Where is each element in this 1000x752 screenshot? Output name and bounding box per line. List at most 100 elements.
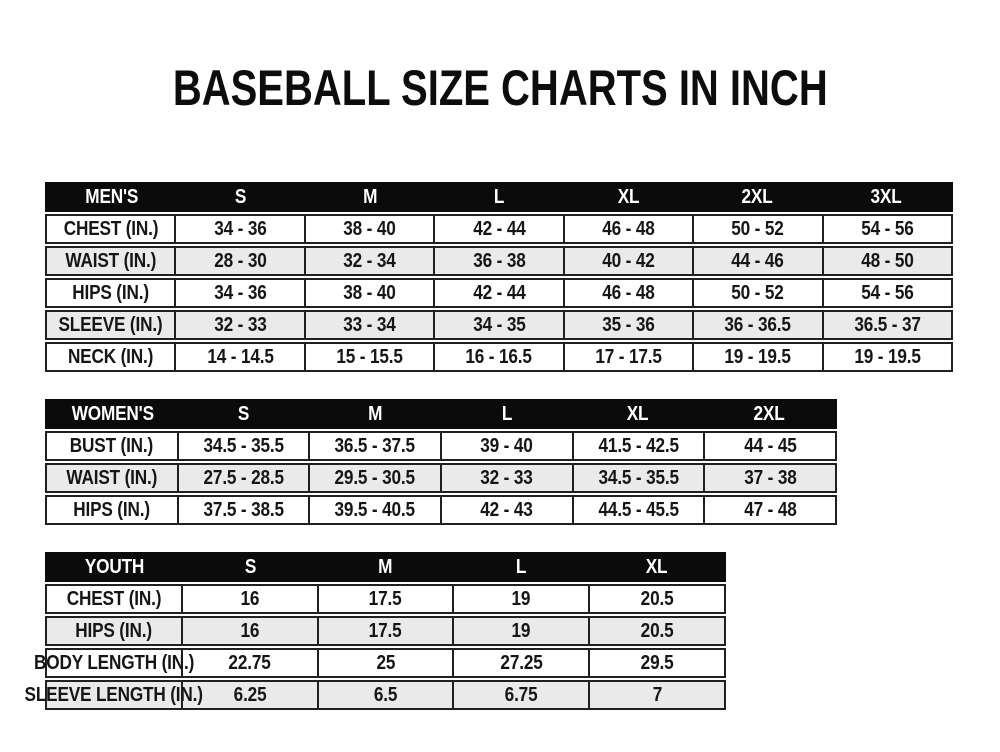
size-cell: 46 - 48	[562, 216, 692, 242]
row-label: WAIST (IN.)	[65, 249, 157, 272]
size-cell: 17.5	[316, 586, 453, 612]
size-cell: 37.5 - 38.5	[176, 497, 309, 523]
size-cell: 34 - 35	[433, 312, 562, 338]
size-cell: 20.5	[588, 586, 724, 612]
column-header-s: S	[238, 402, 250, 425]
table-row: HIPS (IN.) 37.5 - 38.5 39.5 - 40.5 42 - 43 4…	[45, 495, 837, 525]
size-cell: 42 - 43	[440, 497, 572, 523]
size-cell: 19	[452, 586, 588, 612]
table-row: SLEEVE (IN.) 32 - 33 33 - 34 34 - 35 35 - 36…	[45, 310, 953, 340]
table-row: NECK (IN.) 14 - 14.5 15 - 15.5 16 - 16.5 17 …	[45, 342, 953, 372]
size-cell: 25	[316, 650, 453, 676]
size-cell: 16	[180, 586, 317, 612]
size-cell: 29.5 - 30.5	[308, 465, 440, 491]
size-cell: 41.5 - 42.5	[571, 433, 704, 459]
mens-size-table: MEN'S S M L XL 2XL 3XL CHEST (IN.) 34 - 36 38 - 4…	[45, 182, 953, 372]
size-cell: 6.5	[316, 682, 453, 708]
column-header-m: M	[362, 185, 377, 208]
size-cell: 44 - 46	[692, 248, 821, 274]
mens-table-title: MEN'S	[85, 185, 139, 208]
table-row: CHEST (IN.) 34 - 36 38 - 40 42 - 44 46 - 48 5…	[45, 214, 953, 244]
row-label: NECK (IN.)	[68, 345, 154, 368]
column-header-3xl: 3XL	[870, 185, 902, 208]
size-cell: 28 - 30	[174, 248, 303, 274]
womens-size-table: WOMEN'S S M L XL 2XL BUST (IN.) 34.5 - 35.5 36.5…	[45, 399, 837, 525]
size-cell: 44 - 45	[703, 433, 835, 459]
size-cell: 27.5 - 28.5	[176, 465, 309, 491]
table-row: BUST (IN.) 34.5 - 35.5 36.5 - 37.5 39 - 40 4…	[45, 431, 837, 461]
row-label: BUST (IN.)	[70, 434, 154, 457]
row-label: CHEST (IN.)	[63, 217, 159, 240]
youth-table-title: YOUTH	[85, 555, 145, 578]
column-header-2xl: 2XL	[753, 402, 785, 425]
size-cell: 29.5	[588, 650, 724, 676]
size-cell: 47 - 48	[703, 497, 835, 523]
size-cell: 42 - 44	[433, 280, 562, 306]
row-label: HIPS (IN.)	[73, 498, 151, 521]
youth-size-table: YOUTH S M L XL CHEST (IN.) 16 17.5 19 20.5 HIPS (I…	[24, 552, 726, 710]
size-cell: 19	[452, 618, 588, 644]
column-header-s: S	[244, 555, 256, 578]
row-label: CHEST (IN.)	[66, 587, 162, 610]
size-cell: 34.5 - 35.5	[176, 433, 309, 459]
size-cell: 36 - 38	[433, 248, 562, 274]
size-cell: 19 - 19.5	[821, 344, 951, 370]
size-cell: 32 - 34	[303, 248, 433, 274]
column-header-m: M	[368, 402, 383, 425]
size-cell: 40 - 42	[562, 248, 692, 274]
size-cell: 36.5 - 37	[821, 312, 951, 338]
column-header-l: L	[493, 185, 505, 208]
size-cell: 50 - 52	[692, 216, 821, 242]
table-row: WAIST (IN.) 27.5 - 28.5 29.5 - 30.5 32 - 33…	[45, 463, 837, 493]
size-cell: 6.25	[180, 682, 317, 708]
column-header-xl: XL	[645, 555, 668, 578]
row-label: SLEEVE LENGTH (IN.)	[24, 683, 204, 706]
size-cell: 7	[588, 682, 724, 708]
column-header-l: L	[501, 402, 512, 425]
size-cell: 15 - 15.5	[303, 344, 433, 370]
size-cell: 54 - 56	[821, 216, 951, 242]
size-cell: 39 - 40	[440, 433, 572, 459]
size-cell: 36.5 - 37.5	[308, 433, 440, 459]
size-cell: 50 - 52	[692, 280, 821, 306]
column-header-2xl: 2XL	[741, 185, 773, 208]
column-header-xl: XL	[627, 402, 649, 425]
size-cell: 34 - 36	[174, 280, 303, 306]
size-cell: 35 - 36	[562, 312, 692, 338]
size-cell: 32 - 33	[174, 312, 303, 338]
size-cell: 44.5 - 45.5	[571, 497, 704, 523]
size-cell: 22.75	[180, 650, 317, 676]
size-cell: 42 - 44	[433, 216, 562, 242]
size-cell: 48 - 50	[821, 248, 951, 274]
size-cell: 38 - 40	[303, 280, 433, 306]
table-row: CHEST (IN.) 16 17.5 19 20.5	[45, 584, 726, 614]
womens-header-row: WOMEN'S S M L XL 2XL	[45, 399, 837, 429]
size-cell: 17.5	[316, 618, 453, 644]
youth-header-row: YOUTH S M L XL	[45, 552, 726, 582]
size-cell: 19 - 19.5	[692, 344, 821, 370]
column-header-l: L	[515, 555, 527, 578]
size-cell: 27.25	[452, 650, 588, 676]
size-cell: 16	[180, 618, 317, 644]
column-header-xl: XL	[617, 185, 639, 208]
table-row: BODY LENGTH (IN.) 22.75 25 27.25 29.5	[33, 648, 726, 678]
size-cell: 34.5 - 35.5	[571, 465, 704, 491]
column-header-s: S	[235, 185, 247, 208]
row-label: HIPS (IN.)	[75, 619, 153, 642]
size-cell: 16 - 16.5	[433, 344, 562, 370]
size-cell: 54 - 56	[821, 280, 951, 306]
size-cell: 46 - 48	[562, 280, 692, 306]
size-cell: 6.75	[452, 682, 588, 708]
womens-table-title: WOMEN'S	[71, 402, 154, 425]
size-cell: 33 - 34	[303, 312, 433, 338]
size-cell: 37 - 38	[703, 465, 835, 491]
size-cell: 34 - 36	[174, 216, 303, 242]
size-cell: 39.5 - 40.5	[308, 497, 440, 523]
table-row: HIPS (IN.) 34 - 36 38 - 40 42 - 44 46 - 48 50…	[45, 278, 953, 308]
row-label: BODY LENGTH (IN.)	[33, 651, 194, 674]
mens-header-row: MEN'S S M L XL 2XL 3XL	[45, 182, 953, 212]
row-label: WAIST (IN.)	[66, 466, 158, 489]
row-label: HIPS (IN.)	[72, 281, 150, 304]
table-row: SLEEVE LENGTH (IN.) 6.25 6.5 6.75 7	[24, 680, 726, 710]
title-area: BASEBALL SIZE CHARTS IN INCH	[0, 60, 1000, 116]
